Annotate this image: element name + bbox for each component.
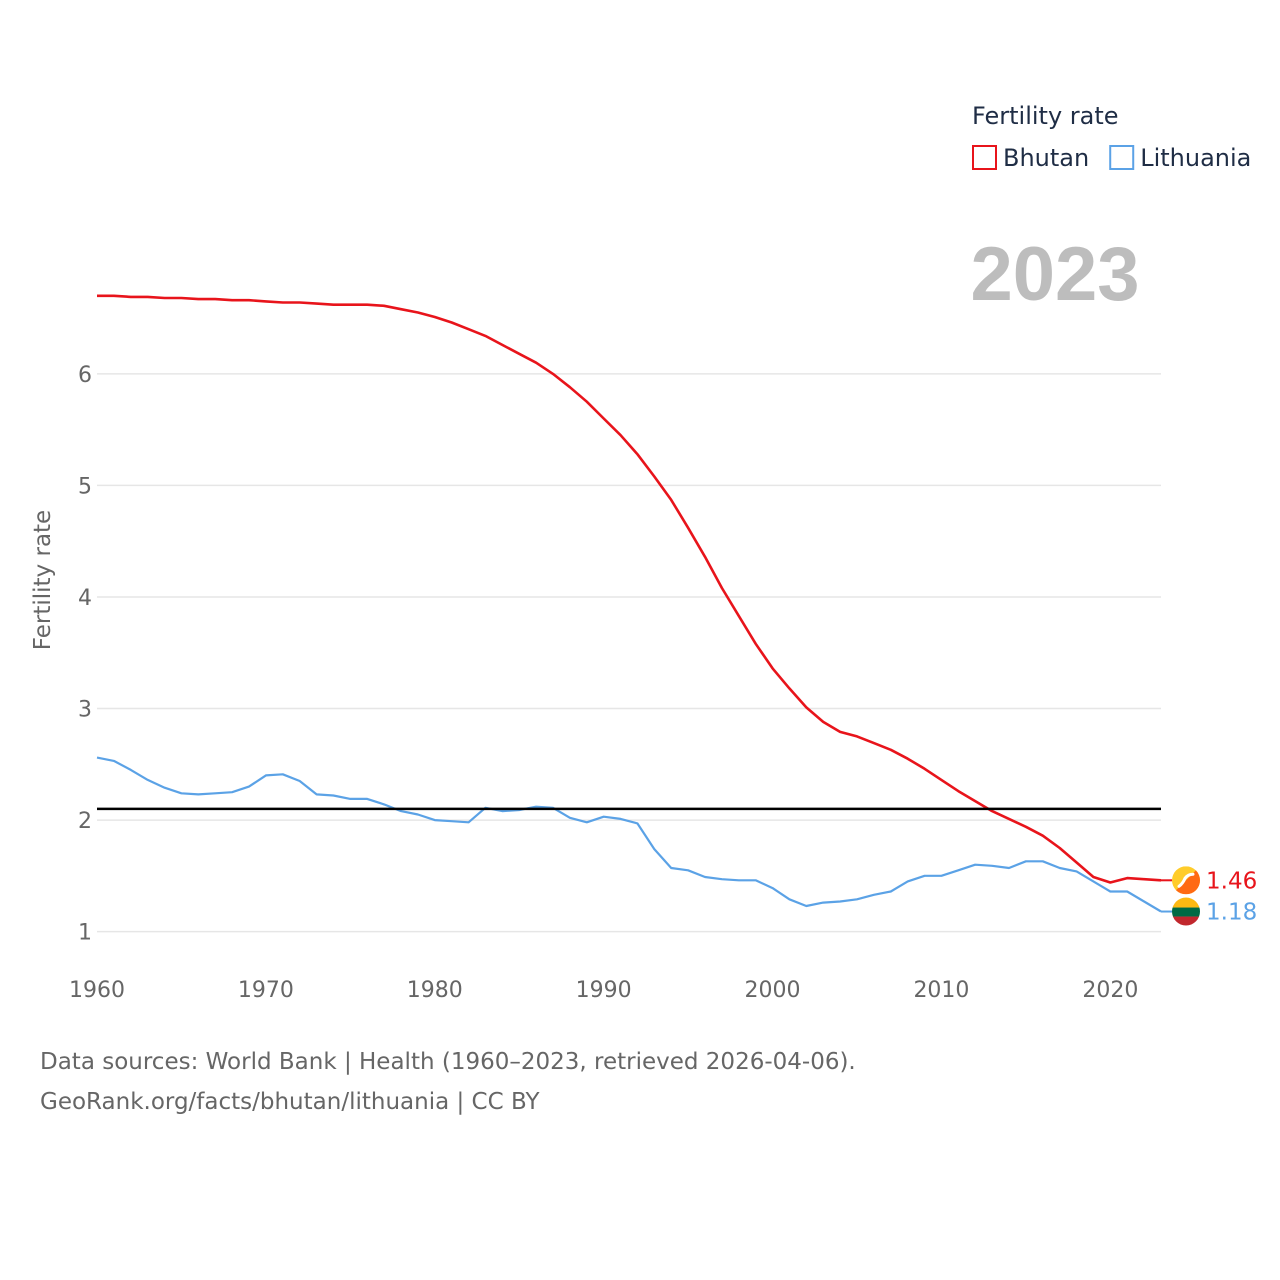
x-tick-label-2010: 2010 [913, 978, 969, 1003]
lithuania-flag-icon [1172, 897, 1200, 926]
y-tick-label-4: 4 [78, 586, 92, 611]
end-markers: 1.46 1.18 [1161, 866, 1257, 926]
x-tick-label-1960: 1960 [69, 978, 125, 1003]
y-tick-label-2: 2 [78, 809, 92, 834]
end-value-label-lithuania: 1.18 [1206, 900, 1257, 926]
grid-lines [97, 373, 1161, 933]
legend-label-bhutan: Bhutan [1003, 144, 1089, 172]
y-tick-label-3: 3 [78, 698, 92, 723]
bhutan-flag-icon [1172, 866, 1200, 895]
legend-swatch-bhutan [972, 145, 997, 170]
y-axis-title: Fertility rate [30, 510, 56, 650]
source-line: Data sources: World Bank | Health (1960–… [40, 1049, 856, 1075]
legend-label-lithuania: Lithuania [1140, 144, 1251, 172]
legend-swatch-lithuania [1109, 145, 1135, 170]
series-line-bhutan [97, 294, 1162, 884]
y-tick-label-5: 5 [78, 474, 92, 499]
series-layer [96, 294, 1162, 913]
y-axis-ticks: 1 2 3 4 5 6 [78, 363, 92, 946]
y-tick-label-1: 1 [78, 921, 92, 946]
end-value-label-bhutan: 1.46 [1206, 868, 1257, 894]
source-link[interactable]: GeoRank.org/facts/bhutan/lithuania | CC … [40, 1089, 540, 1115]
x-tick-label-2020: 2020 [1082, 978, 1138, 1003]
x-tick-label-2000: 2000 [745, 978, 801, 1003]
x-tick-label-1980: 1980 [407, 978, 463, 1003]
series-line-lithuania [96, 756, 1162, 913]
legend-title: Fertility rate [972, 102, 1119, 130]
data-source-note: Data sources: World Bank | Health (1960–… [40, 1042, 856, 1122]
x-tick-label-1990: 1990 [576, 978, 632, 1003]
y-tick-label-6: 6 [78, 363, 92, 388]
x-tick-label-1970: 1970 [238, 978, 294, 1003]
x-axis-ticks: 1960 1970 1980 1990 2000 2010 2020 [69, 978, 1138, 1003]
year-label: 2023 [970, 232, 1139, 317]
legend: Fertility rate Bhutan Lithuania [972, 102, 1251, 172]
